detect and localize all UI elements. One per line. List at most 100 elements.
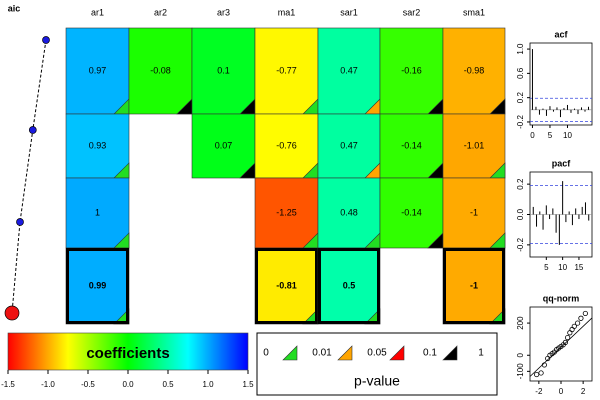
aic-point bbox=[28, 126, 37, 134]
cell bbox=[317, 177, 381, 249]
y-tick-label: 200 bbox=[516, 316, 525, 330]
cell-value: -0.16 bbox=[401, 65, 422, 75]
qq-point bbox=[565, 334, 571, 341]
cell-value: -0.81 bbox=[276, 280, 297, 290]
cell-value: 1 bbox=[95, 207, 100, 217]
panel-frame bbox=[529, 42, 593, 126]
y-tick-label: -100 bbox=[516, 363, 525, 380]
colorbar-tick-label: -1.0 bbox=[41, 380, 55, 389]
cell bbox=[317, 27, 381, 115]
pvalue-break: 0.1 bbox=[423, 348, 437, 359]
y-tick-label: -0.2 bbox=[516, 237, 525, 251]
colorbar bbox=[7, 332, 249, 371]
column-label: sar2 bbox=[403, 7, 421, 17]
pvalue-legend-box bbox=[256, 332, 498, 396]
colorbar-title: coefficients bbox=[86, 345, 169, 362]
x-tick-label: 0 bbox=[559, 387, 564, 396]
x-tick-label: 15 bbox=[574, 263, 583, 272]
cell bbox=[65, 113, 130, 179]
cell-value: 0.07 bbox=[215, 140, 233, 150]
cell-value: -0.76 bbox=[276, 140, 297, 150]
selected-outline bbox=[255, 248, 318, 324]
colorbar-tick-label: 0.0 bbox=[122, 380, 134, 389]
qq-point bbox=[578, 315, 584, 321]
cell bbox=[254, 113, 319, 179]
pvalue-swatch bbox=[389, 345, 405, 361]
panel-title: pacf bbox=[552, 158, 572, 168]
aic-line bbox=[11, 39, 47, 314]
y-tick-label: 0 bbox=[516, 352, 525, 357]
y-tick-label: -0.2 bbox=[516, 115, 525, 129]
cell-value: -0.98 bbox=[464, 65, 485, 75]
pvalue-swatch bbox=[337, 345, 353, 361]
cell-value: 0.47 bbox=[340, 140, 358, 150]
column-label: ar2 bbox=[154, 7, 167, 17]
cell-value: -0.14 bbox=[401, 140, 422, 150]
colorbar-tick-label: 1.0 bbox=[202, 380, 214, 389]
x-tick-label: 2 bbox=[581, 387, 586, 396]
panel-title: qq-norm bbox=[543, 293, 580, 303]
cell-value: -1 bbox=[470, 280, 478, 290]
pvalue-swatch bbox=[442, 345, 458, 361]
qq-point bbox=[541, 362, 547, 368]
selected-outline bbox=[318, 248, 380, 324]
panel-title: acf bbox=[554, 29, 568, 39]
cell bbox=[442, 177, 506, 249]
cell-value: -0.14 bbox=[401, 207, 422, 217]
cell bbox=[379, 27, 444, 115]
cell-value: 0.1 bbox=[217, 65, 230, 75]
column-label: ma1 bbox=[278, 7, 296, 17]
column-label: ar1 bbox=[91, 7, 104, 17]
selected-outline bbox=[66, 248, 129, 324]
x-tick-label: 10 bbox=[558, 263, 567, 272]
cell bbox=[254, 27, 319, 115]
cell bbox=[65, 27, 130, 115]
pvalue-break: 0.01 bbox=[312, 348, 332, 359]
x-tick-label: 5 bbox=[548, 131, 553, 140]
qq-point bbox=[562, 339, 569, 345]
cell bbox=[379, 177, 444, 249]
x-tick-label: 0 bbox=[530, 131, 535, 140]
qq-point bbox=[571, 323, 577, 329]
aic-point bbox=[4, 305, 20, 321]
aic-point bbox=[42, 36, 50, 44]
cell-value: -1 bbox=[470, 207, 478, 217]
qq-point bbox=[582, 310, 588, 317]
pvalue-break: 1 bbox=[478, 348, 484, 359]
column-label: sma1 bbox=[463, 7, 485, 17]
cell-value: 0.47 bbox=[340, 65, 358, 75]
column-label: ar3 bbox=[217, 7, 230, 17]
column-label: sar1 bbox=[340, 7, 358, 17]
pvalue-break: 0 bbox=[263, 348, 269, 359]
colorbar-tick-label: 1.5 bbox=[242, 380, 254, 389]
colorbar-tick-label: -0.5 bbox=[81, 380, 95, 389]
selected-outline bbox=[443, 248, 505, 324]
aic-point bbox=[16, 218, 24, 226]
aic-title: aic bbox=[8, 3, 21, 13]
cell-value: 0.5 bbox=[343, 280, 356, 290]
cell-value: 0.97 bbox=[89, 65, 107, 75]
y-tick-label: 0.2 bbox=[516, 92, 525, 104]
cell-value: -0.08 bbox=[150, 65, 171, 75]
cell-value: -1.25 bbox=[276, 207, 297, 217]
qq-point bbox=[575, 320, 581, 326]
qq-point bbox=[538, 370, 544, 376]
pvalue-swatch bbox=[282, 345, 298, 361]
cell-value: 0.93 bbox=[89, 140, 107, 150]
x-tick-label: 10 bbox=[563, 131, 572, 140]
cell-value: -0.77 bbox=[276, 65, 297, 75]
y-tick-label: 0.6 bbox=[516, 67, 525, 79]
y-tick-label: 0.0 bbox=[516, 208, 525, 220]
y-tick-label: 1.0 bbox=[516, 43, 525, 55]
x-tick-label: -2 bbox=[535, 387, 543, 396]
colorbar-tick-label: -1.5 bbox=[1, 380, 15, 389]
cell bbox=[442, 27, 506, 115]
cell-value: 0.48 bbox=[340, 207, 358, 217]
cell bbox=[254, 177, 319, 249]
cell bbox=[191, 113, 256, 179]
pvalue-break: 0.05 bbox=[367, 348, 387, 359]
qq-point bbox=[534, 371, 540, 378]
pvalue-title: p-value bbox=[354, 373, 400, 389]
